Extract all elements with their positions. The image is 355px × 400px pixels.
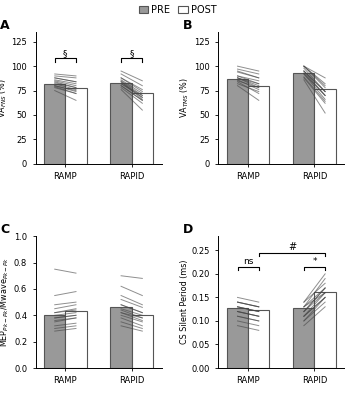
Text: §: § [130, 49, 134, 58]
Y-axis label: CS Silent Period (ms): CS Silent Period (ms) [180, 260, 189, 344]
Text: D: D [183, 223, 193, 236]
Bar [248, 310, 269, 368]
Bar [132, 94, 153, 164]
Bar [110, 307, 132, 368]
Y-axis label: MEP$_{Pk-Pk}$/Mwave$_{Pk-Pk}$: MEP$_{Pk-Pk}$/Mwave$_{Pk-Pk}$ [0, 257, 11, 347]
Text: ns: ns [243, 257, 253, 266]
Bar [293, 73, 315, 164]
Bar [315, 89, 336, 164]
Legend: PRE, POST: PRE, POST [135, 1, 220, 19]
Text: A: A [0, 19, 10, 32]
Text: #: # [288, 242, 296, 252]
Text: C: C [0, 223, 9, 236]
Bar [227, 308, 248, 368]
Bar [110, 83, 132, 164]
Bar [227, 79, 248, 164]
Y-axis label: VA$_{TMS}$ (%): VA$_{TMS}$ (%) [179, 78, 191, 118]
Bar [315, 292, 336, 368]
Text: *: * [312, 257, 317, 266]
Text: §: § [63, 49, 67, 58]
Text: B: B [183, 19, 192, 32]
Bar [248, 86, 269, 164]
Bar [293, 308, 315, 368]
Bar [65, 311, 87, 368]
Bar [44, 315, 65, 368]
Bar [132, 315, 153, 368]
Bar [65, 88, 87, 164]
Bar [44, 84, 65, 164]
Y-axis label: VA$_{FNS}$ (%): VA$_{FNS}$ (%) [0, 78, 9, 118]
